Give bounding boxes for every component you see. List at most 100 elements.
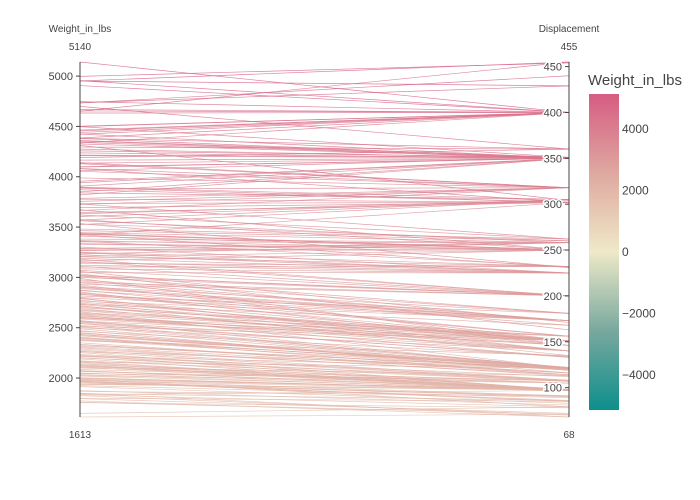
polyline-38 <box>79 370 570 391</box>
polyline-206 <box>79 186 570 200</box>
colorbar-ticks: −4000 −2000 0 2000 4000 <box>622 122 656 382</box>
axis-weight-ticks: 2000 2500 3000 3500 4000 4500 5000 <box>49 62 81 417</box>
polyline-234 <box>79 138 570 159</box>
polyline-224 <box>79 152 570 159</box>
polyline-27 <box>79 378 570 408</box>
colorbar-gradient <box>589 94 619 410</box>
polyline-69 <box>79 342 570 376</box>
polyline-183 <box>79 223 570 268</box>
polyline-197 <box>79 187 570 202</box>
axis-1-tick-label-4: 300 <box>544 199 562 211</box>
polyline-174 <box>79 234 570 268</box>
polyline-138 <box>79 275 570 314</box>
polyline-46 <box>79 364 570 384</box>
polyline-129 <box>79 286 570 314</box>
polyline-124 <box>79 290 570 322</box>
polyline-4 <box>79 400 570 418</box>
polyline-177 <box>79 232 570 251</box>
polyline-171 <box>79 238 570 244</box>
polyline-238 <box>79 133 570 159</box>
polyline-130 <box>79 284 570 342</box>
polyline-57 <box>79 354 570 391</box>
polyline-82 <box>79 330 570 374</box>
polylines <box>79 61 570 418</box>
polyline-218 <box>79 157 570 164</box>
axis-0-tick-label-1: 2500 <box>49 323 73 335</box>
polyline-112 <box>79 302 570 352</box>
polyline-214 <box>79 168 570 189</box>
polyline-148 <box>79 264 570 274</box>
polyline-83 <box>79 328 570 370</box>
polyline-216 <box>79 157 570 168</box>
axis-displacement-ticks: 100 150 200 250 300 350 400 450 <box>542 60 570 417</box>
axis-displacement[interactable]: Displacement 455 68 100 150 200 250 300 350 40… <box>539 24 600 441</box>
polyline-105 <box>79 309 570 342</box>
polyline-144 <box>79 270 570 297</box>
polyline-245 <box>79 112 570 114</box>
polyline-242 <box>79 126 570 158</box>
polyline-1 <box>79 406 570 414</box>
polyline-118 <box>79 297 570 322</box>
polyline-30 <box>79 377 570 391</box>
polyline-251 <box>79 85 570 104</box>
polyline-104 <box>79 310 570 346</box>
polyline-122 <box>79 292 570 337</box>
polyline-205 <box>79 187 570 203</box>
polyline-198 <box>79 198 570 203</box>
polyline-106 <box>79 308 570 352</box>
polyline-190 <box>79 202 570 213</box>
axis-weight[interactable]: Weight_in_lbs 5140 1613 2000 2500 3000 3500… <box>49 24 112 441</box>
polyline-207 <box>79 157 570 187</box>
polyline-246 <box>79 61 570 112</box>
polyline-62 <box>79 349 570 381</box>
colorbar-title: Weight_in_lbs <box>588 72 682 89</box>
axis-0-tick-label-2: 3000 <box>49 272 73 284</box>
polyline-226 <box>79 148 570 159</box>
polyline-143 <box>79 271 570 323</box>
polyline-141 <box>79 273 570 331</box>
polyline-195 <box>79 203 570 240</box>
polyline-25 <box>79 379 570 397</box>
polyline-121 <box>79 293 570 342</box>
polyline-142 <box>79 272 570 274</box>
polyline-241 <box>79 112 570 131</box>
polyline-186 <box>79 219 570 251</box>
polyline-209 <box>79 157 570 182</box>
polyline-33 <box>79 374 570 391</box>
polyline-213 <box>79 168 570 203</box>
polyline-173 <box>79 202 570 236</box>
polyline-50 <box>79 361 570 391</box>
polyline-256 <box>79 80 570 113</box>
polyline-13 <box>79 390 570 406</box>
polyline-219 <box>79 162 570 189</box>
polyline-117 <box>79 297 570 352</box>
axis-displacement-range-max: 455 <box>561 42 578 53</box>
polyline-14 <box>79 386 570 404</box>
polyline-159 <box>79 252 570 274</box>
polyline-94 <box>79 318 570 346</box>
polyline-182 <box>79 223 570 242</box>
polyline-136 <box>79 278 570 346</box>
axis-0-tick-label-4: 4000 <box>49 172 73 184</box>
colorbar-tick-label-2: 0 <box>622 245 629 259</box>
axis-1-tick-label-6: 400 <box>544 107 562 119</box>
polyline-115 <box>79 299 570 346</box>
polyline-145 <box>79 268 570 274</box>
axis-weight-range-min: 1613 <box>69 430 92 441</box>
polyline-10 <box>79 393 570 401</box>
axis-0-tick-label-6: 5000 <box>49 71 73 83</box>
polyline-220 <box>79 157 570 161</box>
polyline-114 <box>79 300 570 322</box>
polyline-152 <box>79 249 570 262</box>
polyline-192 <box>79 209 570 251</box>
polyline-258 <box>79 61 570 113</box>
polyline-116 <box>79 298 570 342</box>
polyline-5 <box>79 398 570 414</box>
polyline-156 <box>79 249 570 257</box>
polyline-120 <box>79 294 570 322</box>
polyline-9 <box>79 390 570 396</box>
polyline-210 <box>79 177 570 189</box>
polyline-60 <box>79 351 570 382</box>
axis-0-tick-label-3: 3500 <box>49 222 73 234</box>
